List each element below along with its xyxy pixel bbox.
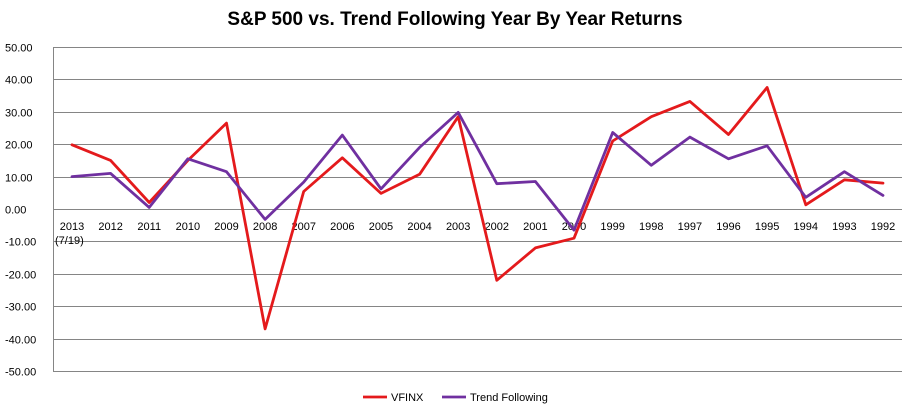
y-tick-label: 50.00 xyxy=(5,43,33,55)
x-tick-label: 1996 xyxy=(716,221,740,233)
x-tick-label: 1998 xyxy=(639,221,663,233)
x-tick-label: 2013 xyxy=(60,221,84,233)
y-tick-label: 30.00 xyxy=(5,108,33,120)
x-tick-label: 2006 xyxy=(330,221,354,233)
series-lines xyxy=(70,86,885,331)
y-tick-label: 10.00 xyxy=(5,173,33,185)
series-line-vfinx xyxy=(70,86,885,331)
y-tick-label: 0.00 xyxy=(5,205,26,217)
y-tick-label: -40.00 xyxy=(5,335,36,347)
x-tick-label: 2005 xyxy=(369,221,393,233)
legend-label: VFINX xyxy=(391,392,424,404)
legend: VFINX Trend Following xyxy=(363,392,548,404)
x-tick-label: 2003 xyxy=(446,221,470,233)
x-tick-label: 1997 xyxy=(678,221,702,233)
x-tick-label: 1993 xyxy=(832,221,856,233)
x-tick-label: 2008 xyxy=(253,221,277,233)
y-tick-label: -20.00 xyxy=(5,270,36,282)
y-tick-label: 20.00 xyxy=(5,140,33,152)
x-tick-label: 2001 xyxy=(523,221,547,233)
x-tick-label: (7/19) xyxy=(55,235,84,247)
x-tick-label: 2010 xyxy=(176,221,200,233)
x-tick-label: 2002 xyxy=(485,221,509,233)
y-tick-label: -30.00 xyxy=(5,302,36,314)
x-tick-label: 2007 xyxy=(291,221,315,233)
x-tick-label: 2009 xyxy=(214,221,238,233)
y-tick-label: 40.00 xyxy=(5,75,33,87)
x-axis: 2013 (7/19) 2012 2011 2010 2009 2008 2007 2006 20… xyxy=(55,221,895,247)
x-tick-label: 2012 xyxy=(98,221,122,233)
x-tick-label: 2004 xyxy=(407,221,431,233)
x-tick-label: 1999 xyxy=(600,221,624,233)
y-axis: 50.00 40.00 30.00 20.00 10.00 0.00 -10.00 -20.0… xyxy=(5,43,54,379)
series-line-trend-following xyxy=(70,111,885,232)
y-tick-label: -10.00 xyxy=(5,237,36,249)
chart-title: S&P 500 vs. Trend Following Year By Year… xyxy=(227,9,682,30)
x-tick-label: 1992 xyxy=(871,221,895,233)
x-tick-label: 2011 xyxy=(137,221,161,233)
x-tick-label: 1995 xyxy=(755,221,779,233)
y-tick-label: -50.00 xyxy=(5,367,36,379)
gridlines xyxy=(53,47,902,372)
legend-label: Trend Following xyxy=(470,392,548,404)
x-tick-label: 1994 xyxy=(794,221,818,233)
